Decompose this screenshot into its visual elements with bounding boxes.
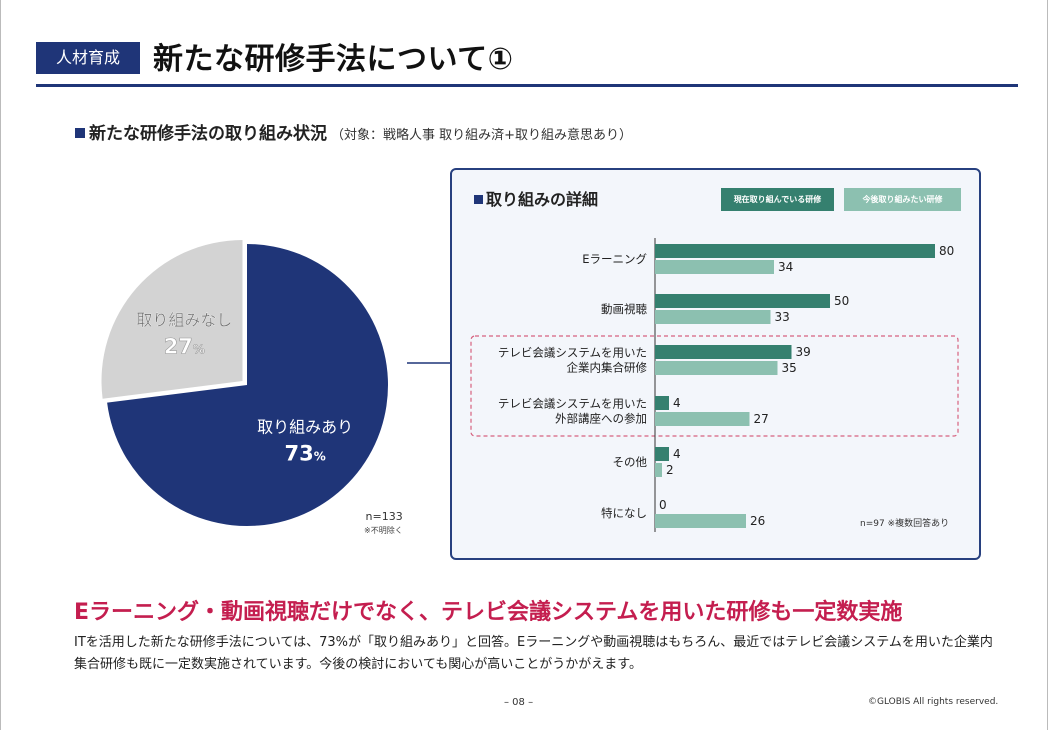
- category-label: 動画視聴: [601, 302, 647, 316]
- category-label: テレビ会議システムを用いた: [498, 346, 647, 360]
- pie-slice-value: 73%: [285, 441, 326, 465]
- square-bullet-icon: [75, 128, 85, 138]
- bar-sample-size: n=97 ※複数回答あり: [860, 519, 950, 529]
- bar-future: [655, 361, 778, 375]
- square-bullet-icon: [474, 195, 483, 204]
- category-label: 企業内集合研修: [567, 361, 648, 375]
- section-subtitle: （対象：戦略人事 取り組み済+取り組み意思あり）: [331, 128, 633, 143]
- category-label: 特になし: [601, 506, 647, 520]
- category-label: テレビ会議システムを用いた: [498, 397, 647, 411]
- pie-n-label: n=133: [365, 510, 403, 523]
- bar-value-label: 2: [666, 463, 674, 477]
- bar-future: [655, 463, 662, 477]
- legend-future: 今後取り組みたい研修: [844, 188, 961, 211]
- bar-current: [655, 244, 935, 258]
- page-border-left: [0, 0, 1, 730]
- bar-value-label: 34: [778, 260, 793, 274]
- category-label: Eラーニング: [582, 252, 647, 266]
- bar-future: [655, 514, 746, 528]
- bar-value-label: 27: [754, 412, 769, 426]
- highlight-box: [470, 335, 959, 437]
- headline: Eラーニング・動画視聴だけでなく、テレビ会議システムを用いた研修も一定数実施: [74, 600, 903, 625]
- pie-slice-label: 取り組みなし: [136, 311, 232, 330]
- bar-value-label: 4: [673, 396, 681, 410]
- bar-value-label: 80: [939, 244, 954, 258]
- pie-slice-label: 取り組みあり: [257, 417, 353, 436]
- page-number: – 08 –: [504, 697, 534, 708]
- bar-value-label: 50: [834, 294, 849, 308]
- bar-current: [655, 294, 830, 308]
- pie-slice: [101, 240, 243, 399]
- bar-value-label: 39: [796, 345, 811, 359]
- bar-current: [655, 345, 792, 359]
- bar-value-label: 33: [775, 310, 790, 324]
- pie-sample-size: n=133 ※不明除く: [364, 510, 403, 538]
- legend-current: 現在取り組んでいる研修: [721, 188, 834, 211]
- pie-note: ※不明除く: [364, 526, 403, 535]
- bar-current: [655, 396, 669, 410]
- panel-title-text: 取り組みの詳細: [486, 190, 599, 209]
- bar-future: [655, 260, 774, 274]
- bar-value-label: 35: [782, 361, 797, 375]
- panel-title: 取り組みの詳細: [474, 186, 598, 210]
- bar-value-label: 26: [750, 514, 765, 528]
- bar-future: [655, 412, 750, 426]
- section-heading: 新たな研修手法の取り組み状況 （対象：戦略人事 取り組み済+取り組み意思あり）: [75, 119, 632, 144]
- bar-value-label: 4: [673, 447, 681, 461]
- category-tag: 人材育成: [36, 42, 140, 74]
- bar-future: [655, 310, 771, 324]
- category-label: 外部講座への参加: [555, 412, 647, 426]
- category-label: その他: [613, 455, 648, 469]
- pie-slice: [107, 244, 389, 526]
- header-divider: [36, 84, 1018, 87]
- page-title: 新たな研修手法について①: [153, 42, 514, 77]
- bar-value-label: 0: [659, 498, 667, 512]
- copyright: ©GLOBIS All rights reserved.: [868, 697, 999, 707]
- pie-slice-value: 27%: [164, 335, 205, 359]
- section-title: 新たな研修手法の取り組み状況: [89, 124, 327, 144]
- body-text: ITを活用した新たな研修手法については、73%が「取り組みあり」と回答。Eラーニ…: [74, 635, 993, 672]
- bar-current: [655, 447, 669, 461]
